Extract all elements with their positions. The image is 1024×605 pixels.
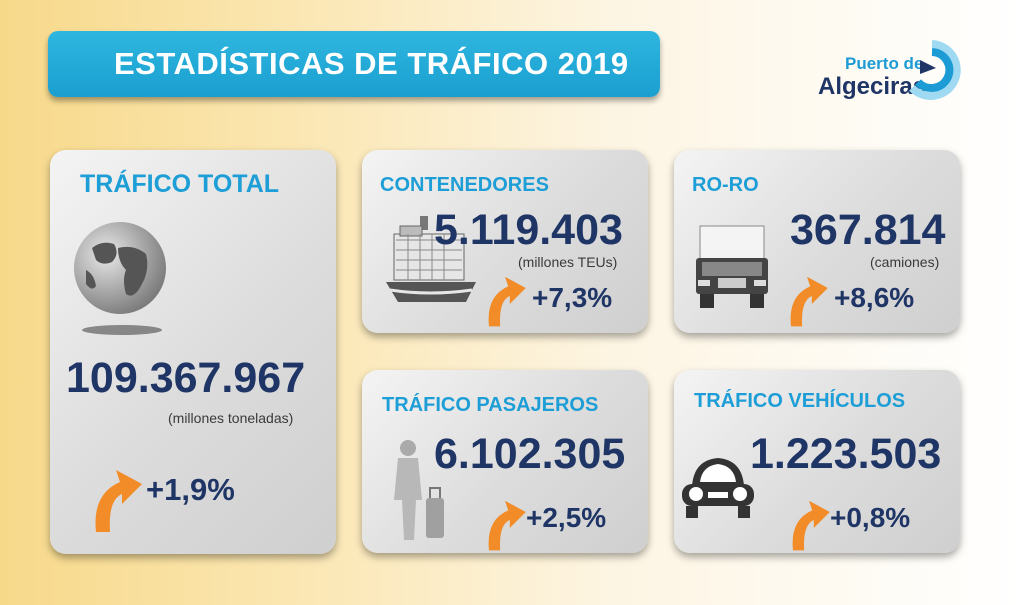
globe-icon: [74, 222, 166, 335]
containers-unit: (millones TEUs): [518, 254, 618, 270]
vehicles-change: +0,8%: [830, 502, 911, 533]
card-heading: TRÁFICO PASAJEROS: [382, 394, 599, 416]
card-passengers: TRÁFICO PASAJEROS 6.102.305 +2,5%: [362, 370, 648, 553]
total-unit: (millones toneladas): [168, 410, 294, 426]
total-change: +1,9%: [146, 472, 235, 507]
trend-up-arrow-icon: [95, 470, 142, 532]
card-heading: CONTENEDORES: [380, 174, 549, 196]
passenger-with-luggage-icon: [394, 440, 444, 540]
total-value: 109.367.967: [66, 354, 306, 402]
containers-change: +7,3%: [532, 282, 613, 313]
vehicles-value: 1.223.503: [750, 430, 942, 478]
car-icon: [682, 458, 754, 518]
containers-value: 5.119.403: [434, 206, 623, 254]
roro-unit: (camiones): [870, 254, 940, 270]
title-bar: ESTADÍSTICAS DE TRÁFICO 2019: [48, 31, 660, 97]
card-heading: TRÁFICO TOTAL: [80, 170, 280, 198]
card-heading: TRÁFICO VEHÍCULOS: [694, 390, 906, 412]
trend-up-arrow-icon: [792, 500, 830, 551]
card-containers: CONTENEDORES 5.119.403 (millones TEUs) +…: [362, 150, 648, 333]
port-logo: Puerto de Algeciras: [818, 40, 968, 100]
logo-line2: Algeciras: [818, 73, 927, 100]
logo-line1: Puerto de: [845, 54, 924, 73]
truck-icon: [696, 225, 768, 308]
card-heading: RO-RO: [692, 174, 759, 196]
passengers-change: +2,5%: [526, 502, 607, 533]
page-title: ESTADÍSTICAS DE TRÁFICO 2019: [114, 46, 629, 81]
card-total-traffic: TRÁFICO TOTAL 109.367.967 (millones tone…: [50, 150, 336, 554]
trend-up-arrow-icon: [790, 276, 828, 327]
trend-up-arrow-icon: [488, 276, 526, 327]
roro-change: +8,6%: [834, 282, 915, 313]
logo-emblem-icon: [909, 40, 961, 100]
roro-value: 367.814: [790, 206, 946, 254]
card-roro: RO-RO 367.814 (camiones) +8,6%: [674, 150, 960, 333]
card-vehicles: TRÁFICO VEHÍCULOS 1.223.503 +0,8%: [674, 370, 960, 553]
trend-up-arrow-icon: [488, 500, 526, 551]
container-ship-icon: [386, 216, 476, 302]
passengers-value: 6.102.305: [434, 430, 626, 478]
